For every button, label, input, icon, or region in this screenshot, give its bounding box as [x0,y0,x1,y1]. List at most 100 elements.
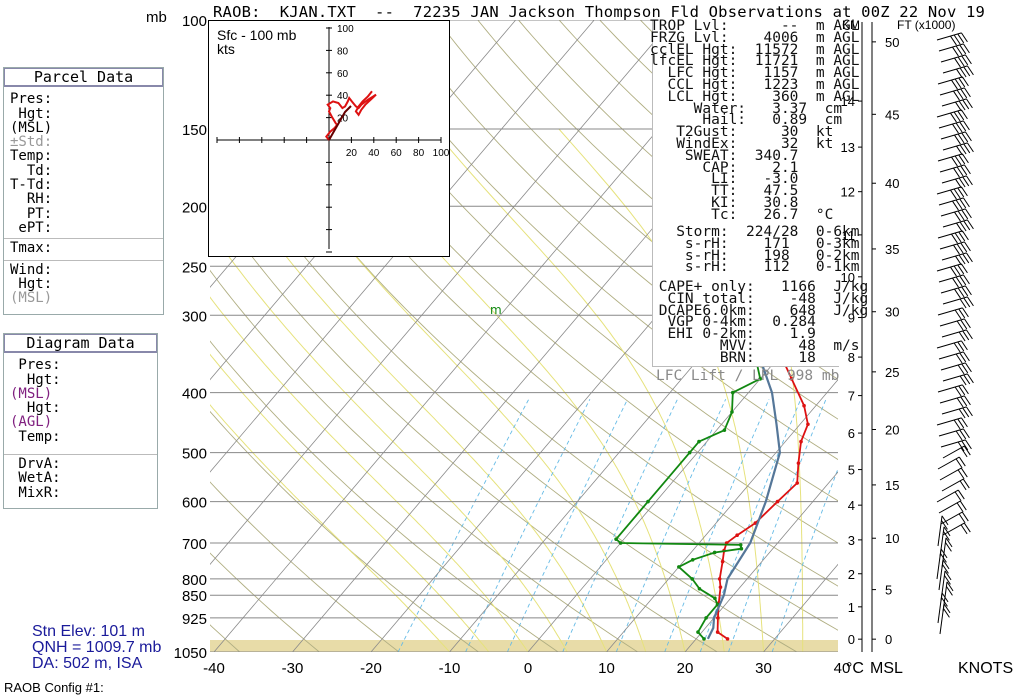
barb-flag [957,469,965,480]
barb-flag [959,500,967,511]
wind-barb [940,285,972,299]
barb-flag [963,351,970,362]
profile-point [739,546,744,551]
barb-staff [937,76,963,85]
km-tick-label: 1 [848,600,855,615]
barb-flag [953,111,961,122]
pressure-tick-label: 400 [182,386,207,403]
dry-adiabat [210,340,559,652]
wind-barb [942,522,971,536]
wind-barb [938,351,970,364]
ft-axis-header: FT (x1000) [897,18,956,32]
barb-flag [952,200,959,211]
km-tick-label: 2 [848,567,855,582]
diagram-data-panel[interactable]: Diagram Data Pres: Hgt: (MSL) Hgt: (AGL)… [3,333,158,509]
ft-tick-label: 40 [885,176,899,191]
wind-barb [940,511,969,525]
barb-staff [937,307,963,316]
barb-flag [967,373,974,384]
wind-barb [940,54,972,68]
profile-point [715,630,720,634]
km-tick-label: 4 [848,498,855,513]
stat-line: Hail: 0.89 cm [650,112,843,129]
barb-staff [940,131,966,140]
wind-barb [940,439,972,452]
cape-indices: CAPE+ only: 1166 J/kg CIN total: -48 J/k… [650,279,869,366]
barb-flag [967,219,974,230]
barb-staff [936,186,962,195]
wind-barb [942,296,974,309]
stat-line: BRN: 18 [650,349,816,366]
barb-flag [956,145,963,156]
barb-flag [954,232,962,243]
temperature-tick-label: 40 [834,660,851,677]
profile-point [725,637,730,641]
barb-staff [938,120,964,129]
profile-point [864,161,868,165]
indices-panel [652,20,839,367]
profile-point [677,565,681,569]
pressure-tick-label: 850 [182,588,207,605]
wind-barb [939,87,971,101]
stat-line: T2Gust: 30 kt [650,124,834,141]
stat-line: CAPE+ only: 1166 J/kg [650,279,869,295]
mixing-ratio-line [562,399,678,652]
temperature-tick-label: 10 [598,660,615,677]
parcel-data-panel[interactable]: Parcel Data Pres: Hgt: (MSL) ±Std: Temp:… [3,67,164,315]
barb-flag [959,298,967,309]
barb-flag [963,143,971,154]
hodograph-plot: 20 20 40 40 60 60 80 80 100 100 [216,24,449,253]
wind-barb [942,373,974,386]
km-tick-label: 13 [841,140,855,155]
wind-barb [937,307,969,320]
barb-flag [957,418,965,429]
temperature-tick-label: -40 [203,660,225,677]
barb-flag [961,209,969,220]
stat-line: TT: 47.5 [650,183,799,200]
dry-adiabat [210,198,718,652]
barb-flag [955,430,963,441]
barb-flag [960,319,968,330]
profile-point [718,585,723,589]
barb-staff [937,592,943,624]
barb-flag [962,330,970,341]
wind-barb [939,241,971,255]
profile-point [717,577,722,581]
barb-flag [959,144,967,155]
profile-point [690,577,694,581]
parcel-row: ±Std: [10,134,53,151]
barb-flag [958,408,966,419]
dry-adiabat [965,20,1024,652]
barb-flag [943,526,951,537]
hodograph-panel[interactable]: Sfc - 100 mb kts 20 20 40 40 60 60 80 80 100 100 [208,20,450,257]
parcel-row: Hgt: [10,105,53,122]
barb-flag [957,187,965,198]
diagram-row: (MSL) [10,385,53,402]
hodo-x-tick-label: 60 [391,148,403,159]
barb-flag [963,120,970,131]
ft-tick-label: 30 [885,305,899,320]
barb-flag [963,445,971,456]
barb-staff [940,285,966,294]
isotherm [684,471,838,652]
pressure-tick-label: 925 [182,611,207,628]
barb-flag [955,353,963,364]
profile-line [716,179,838,640]
wind-barb [937,456,966,470]
barb-flag [954,78,962,89]
profile-point [614,537,618,541]
stat-line: EHI 0-2km: 1.9 [650,326,816,343]
hodo-x-tick-label: 20 [346,148,358,159]
barb-flag [957,210,965,221]
pressure-tick-label: 500 [182,446,207,463]
barb-flag [958,77,966,88]
barb-flag [959,221,967,232]
pressure-unit-label: mb [146,9,167,26]
barb-flag [959,375,967,386]
barb-flag [957,441,965,452]
dry-adiabat [844,20,1024,652]
profile-point [802,403,806,408]
km-tick-label: 0 [848,632,855,647]
barb-flag [941,592,949,603]
barb-flag [951,156,958,167]
